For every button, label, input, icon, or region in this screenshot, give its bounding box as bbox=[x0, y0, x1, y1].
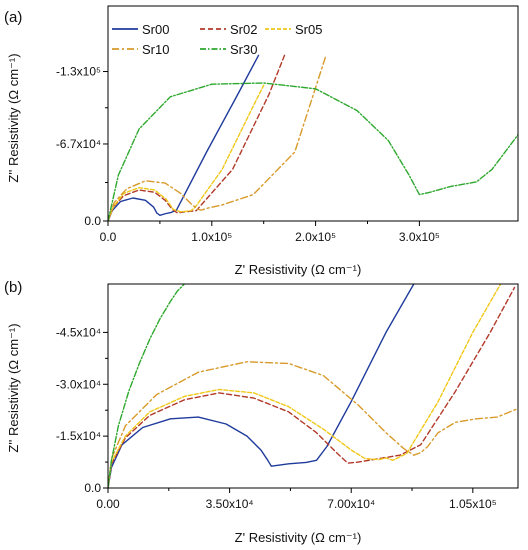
panel-a-frame bbox=[107, 5, 519, 222]
series-line-sr05 bbox=[108, 84, 265, 221]
legend-label-sr00: Sr00 bbox=[142, 22, 169, 37]
panel-a-x-ticks: 0.0 1.0x10⁵ 2.0x10⁵ 3.0x10⁵ bbox=[100, 221, 440, 244]
x-tick-label: 2.0x10⁵ bbox=[295, 230, 336, 244]
y-tick-label: 0.0 bbox=[84, 214, 101, 228]
x-tick-label: 3.0x10⁵ bbox=[399, 230, 440, 244]
x-tick-label: 0.0 bbox=[100, 230, 117, 244]
y-tick-label: -3.0x10⁴ bbox=[56, 377, 101, 391]
x-tick-label: 1.0x10⁵ bbox=[191, 230, 232, 244]
series-line-sr05 bbox=[108, 284, 502, 488]
x-tick-label: 1.05x10⁵ bbox=[449, 497, 497, 511]
panel-a-label: (a) bbox=[4, 9, 22, 26]
y-tick-label: -6.7x10⁴ bbox=[56, 137, 101, 151]
legend-label-sr10: Sr10 bbox=[142, 42, 169, 57]
series-line-sr02 bbox=[108, 54, 286, 221]
panel-b-x-ticks: 0.00 3.50x10⁴ 7.00x10⁴ 1.05x10⁵ bbox=[96, 488, 497, 511]
series-line-sr02 bbox=[108, 286, 516, 488]
panel-b: (b) 0.00 3.50x10⁴ 7.00x10⁴ 1.05x10⁵ 0.0 -1.5… bbox=[4, 279, 519, 545]
panel-b-xlabel: Z' Resistivity (Ω cm⁻¹) bbox=[235, 530, 362, 545]
panel-b-ylabel: Z'' Resistivity (Ω cm⁻¹) bbox=[6, 323, 21, 452]
panel-a-ylabel: Z'' Resistivity (Ω cm⁻¹) bbox=[6, 53, 21, 182]
legend-label-sr30: Sr30 bbox=[230, 42, 257, 57]
panel-b-label: (b) bbox=[4, 279, 22, 296]
legend-label-sr02: Sr02 bbox=[230, 22, 257, 37]
panel-a: (a) 0.0 1.0x10⁵ 2.0x10⁵ 3.0x10⁵ 0.0 -6.7x10⁴… bbox=[4, 5, 519, 277]
series-line-sr10 bbox=[108, 54, 327, 221]
panel-a-series bbox=[108, 54, 518, 221]
series-line-sr10 bbox=[108, 361, 518, 488]
panel-a-y-ticks: 0.0 -6.7x10⁴ -1.3x10⁵ bbox=[56, 65, 108, 228]
y-tick-label: 0.0 bbox=[84, 481, 101, 495]
panel-a-xlabel: Z' Resistivity (Ω cm⁻¹) bbox=[235, 262, 362, 277]
series-line-sr30 bbox=[108, 82, 518, 221]
y-tick-label: -1.3x10⁵ bbox=[56, 65, 101, 79]
x-tick-label: 3.50x10⁴ bbox=[206, 497, 254, 511]
legend: Sr00 Sr02 Sr05 Sr10 Sr30 bbox=[112, 22, 322, 57]
y-tick-label: -4.5x10⁴ bbox=[56, 325, 101, 339]
x-tick-label: 0.00 bbox=[96, 497, 120, 511]
x-tick-label: 7.00x10⁴ bbox=[327, 497, 375, 511]
series-line-sr30 bbox=[108, 284, 186, 488]
panel-b-frame bbox=[107, 283, 519, 489]
panel-b-y-ticks: 0.0 -1.5x10⁴ -3.0x10⁴ -4.5x10⁴ bbox=[56, 325, 108, 495]
y-tick-label: -1.5x10⁴ bbox=[56, 429, 101, 443]
series-line-sr00 bbox=[108, 54, 260, 221]
series-line-sr00 bbox=[108, 284, 415, 488]
legend-label-sr05: Sr05 bbox=[295, 22, 322, 37]
panel-b-series bbox=[108, 284, 518, 488]
